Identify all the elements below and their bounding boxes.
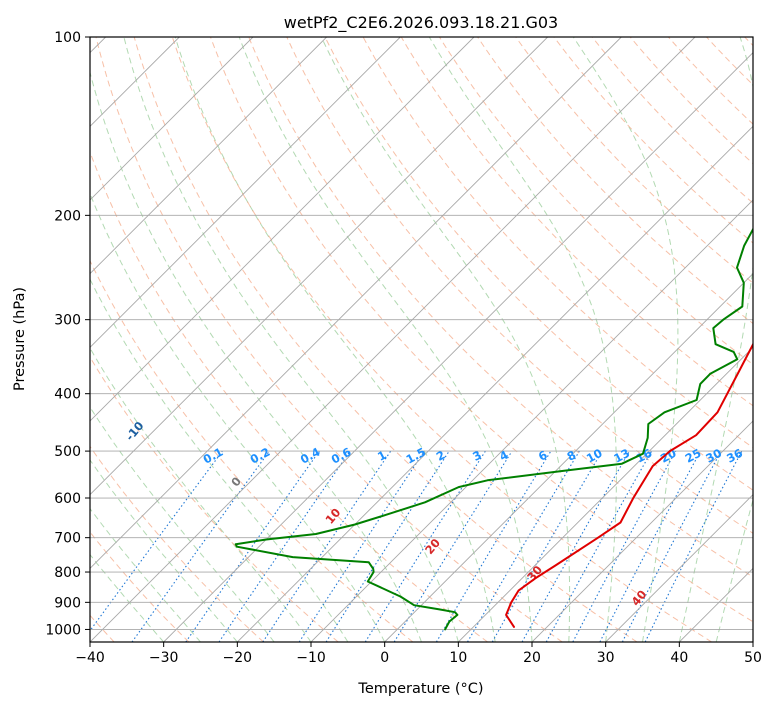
moist-adiabat-line [678,37,753,642]
mixing-ratio-line [572,450,677,642]
plot-frame [89,36,754,643]
isotherms [90,37,753,642]
isotherm-line [90,37,475,422]
moist-adiabat-line [572,37,679,642]
isobar-gridlines [90,37,753,630]
dry-adiabat-line [210,37,753,623]
dry-adiabat-line [248,37,753,578]
mixing-ratio-line [298,450,425,642]
dry-adiabat-line [133,37,638,642]
y-axis-label: Pressure (hPa) [12,287,28,391]
mixing-ratio-label: 10 [584,446,605,466]
isotherm-line [90,37,254,201]
moist-adiabat-line [90,459,238,642]
chart-title: wetPf2_C2E6.2026.093.18.21.G03 [284,13,558,33]
moist-adiabat-line [238,37,533,642]
moist-adiabat-line [90,553,165,642]
y-tick-label: 1000 [45,622,81,638]
x-tick-label: 30 [597,650,615,666]
mixing-ratio-label: 25 [683,446,704,466]
mixing-ratio-line [185,450,320,642]
x-tick-label: 0 [380,650,389,666]
mixing-ratio-label: 36 [724,446,745,466]
dry-adiabat-line [324,37,753,491]
moist-adiabat-line [123,37,459,642]
isotherm-line [605,494,753,642]
dry-adiabat-line [400,37,753,407]
mixing-ratio-label: 20 [658,446,679,466]
isotherm-line [90,37,327,275]
dry-adiabat-line [515,37,753,284]
x-tick-label: −40 [75,650,105,666]
mixing-ratio-line [521,450,630,642]
dry-adiabat-line [171,37,712,642]
y-tick-label: 100 [54,30,81,46]
dry-adiabat-line [591,37,753,204]
moist-adiabat-line [90,70,422,642]
moist-adiabat-line [428,37,617,642]
moist-adiabat-line [90,278,349,642]
x-tick-label: 20 [523,650,541,666]
x-tick-label: −20 [223,650,253,666]
temperature-line [505,342,753,628]
isotherm-line [90,37,401,348]
mixing-ratio-line [545,450,653,642]
moist-adiabat-line [715,497,753,642]
mixing-ratio-line [325,450,450,642]
x-tick-label: −10 [296,650,326,666]
y-tick-label: 800 [54,565,81,581]
x-tick-label: −30 [149,650,179,666]
isotherm-line [90,37,548,496]
x-tick-label: 40 [670,650,688,666]
mixing-ratio-lines [90,450,743,642]
x-axis: −40 −30 −20 −10 0 10 20 30 40 50 [75,642,762,666]
y-tick-label: 200 [54,208,81,224]
isotherm-line [163,52,753,642]
y-tick-label: 900 [54,595,81,611]
y-tick-label: 700 [54,531,81,547]
y-axis: 100 200 300 400 500 600 700 800 900 1000 [45,30,90,638]
mixing-ratio-line [644,450,743,642]
isotherm-line [237,125,753,642]
isotherm-line [458,346,753,642]
dry-adiabat-line [95,37,563,642]
y-tick-label: 500 [54,444,81,460]
mixing-ratio-line [262,450,392,642]
isotherm-line [531,420,753,642]
mixing-ratio-label: 30 [703,446,724,466]
y-tick-label: 400 [54,387,81,403]
moist-adiabat-line [90,192,386,642]
moist-adiabat-line [174,37,496,642]
mixing-ratio-line [218,450,351,642]
isotherm-line [384,273,753,642]
mixing-ratio-line [90,450,223,632]
isotherm-line [310,199,753,642]
dry-adiabat-line [90,259,414,642]
moist-adiabat-line [90,507,201,642]
dry-adiabats [90,37,753,642]
plot-area: -100-90-80-70-60-50-40-30-20-10010203040… [90,37,753,642]
profile-series [234,227,753,631]
y-tick-label: 600 [54,491,81,507]
dry-adiabat-line [629,37,753,165]
x-tick-label: 50 [744,650,762,666]
dry-adiabat-line [90,445,264,642]
dry-adiabat-line [477,37,753,325]
mixing-ratio-line [131,450,270,642]
y-tick-label: 300 [54,313,81,329]
isotherm-line [90,37,696,642]
x-tick-label: 10 [449,650,467,666]
mixing-ratio-line [393,450,513,642]
mixing-ratio-labels: 0.1 0.2 0.4 0.6 1 1.5 2 3 4 6 8 10 13 16 20 25 30 36 [201,445,745,467]
mixing-ratio-label: 16 [634,446,655,466]
dewpoint-line [234,227,753,631]
moist-adiabat-line [90,406,275,642]
isotherm-line [90,37,622,569]
moist-adiabat-line [320,37,571,642]
x-axis-label: Temperature (°C) [357,681,483,697]
